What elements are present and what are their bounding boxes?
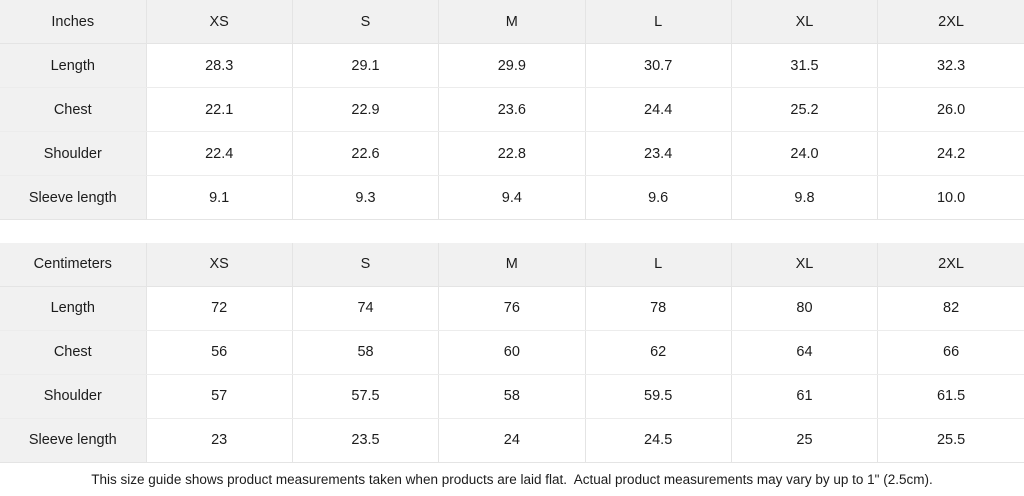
cell-value: 31.5 [731,43,879,88]
cell-value: 22.6 [292,131,440,176]
header-row: Inches XS S M L XL 2XL [0,0,1024,44]
size-header-xs: XS [146,0,293,44]
cell-value: 82 [877,286,1024,331]
cell-value: 32.3 [877,43,1024,88]
table-row: Length 28.3 29.1 29.9 30.7 31.5 32.3 [0,43,1024,88]
cell-value: 76 [438,286,586,331]
cell-value: 22.4 [146,131,293,176]
table-row: Chest 56 58 60 62 64 66 [0,330,1024,375]
cell-value: 23.5 [292,418,440,463]
table-body-centimeters: Length 72 74 76 78 80 82 Chest 56 58 60 … [0,286,1024,463]
size-header-xs: XS [146,242,293,287]
cell-value: 59.5 [585,374,732,419]
cell-value: 22.8 [438,131,586,176]
table-row: Sleeve length 23 23.5 24 24.5 25 25.5 [0,418,1024,463]
cell-value: 29.1 [292,43,440,88]
cell-value: 9.4 [438,175,586,220]
cell-value: 24.5 [585,418,732,463]
table-row: Sleeve length 9.1 9.3 9.4 9.6 9.8 10.0 [0,175,1024,220]
cell-value: 66 [877,330,1024,375]
cell-value: 30.7 [585,43,732,88]
cell-value: 24.2 [877,131,1024,176]
table-body-inches: Length 28.3 29.1 29.9 30.7 31.5 32.3 Che… [0,43,1024,220]
cell-value: 23.4 [585,131,732,176]
table-row: Shoulder 57 57.5 58 59.5 61 61.5 [0,374,1024,419]
cell-value: 9.6 [585,175,732,220]
row-label-chest: Chest [0,330,147,375]
table-row: Length 72 74 76 78 80 82 [0,286,1024,331]
cell-value: 9.3 [292,175,440,220]
size-header-2xl: 2XL [877,0,1024,44]
cell-value: 74 [292,286,440,331]
cell-value: 25.2 [731,87,879,132]
cell-value: 60 [438,330,586,375]
size-table-centimeters: Centimeters XS S M L XL 2XL Length 72 74… [0,242,1024,463]
cell-value: 29.9 [438,43,586,88]
cell-value: 22.9 [292,87,440,132]
cell-value: 28.3 [146,43,293,88]
size-header-xl: XL [731,242,879,287]
cell-value: 64 [731,330,879,375]
cell-value: 62 [585,330,732,375]
cell-value: 58 [292,330,440,375]
row-label-shoulder: Shoulder [0,131,147,176]
size-header-m: M [438,242,586,287]
cell-value: 10.0 [877,175,1024,220]
cell-value: 9.1 [146,175,293,220]
size-header-m: M [438,0,586,44]
cell-value: 26.0 [877,87,1024,132]
cell-value: 61 [731,374,879,419]
table-head-inches: Inches XS S M L XL 2XL [0,0,1024,44]
cell-value: 57.5 [292,374,440,419]
cell-value: 58 [438,374,586,419]
cell-value: 24.0 [731,131,879,176]
cell-value: 9.8 [731,175,879,220]
header-row: Centimeters XS S M L XL 2XL [0,242,1024,287]
cell-value: 23.6 [438,87,586,132]
row-label-length: Length [0,286,147,331]
row-label-chest: Chest [0,87,147,132]
row-label-sleeve-length: Sleeve length [0,418,147,463]
size-header-l: L [585,0,732,44]
cell-value: 24 [438,418,586,463]
cell-value: 61.5 [877,374,1024,419]
size-header-s: S [292,0,440,44]
size-header-l: L [585,242,732,287]
cell-value: 24.4 [585,87,732,132]
row-label-shoulder: Shoulder [0,374,147,419]
unit-header-inches: Inches [0,0,147,44]
row-label-sleeve-length: Sleeve length [0,175,147,220]
cell-value: 22.1 [146,87,293,132]
table-separator-gap [0,220,1024,243]
size-header-xl: XL [731,0,879,44]
cell-value: 80 [731,286,879,331]
cell-value: 23 [146,418,293,463]
size-header-s: S [292,242,440,287]
cell-value: 56 [146,330,293,375]
cell-value: 25.5 [877,418,1024,463]
cell-value: 72 [146,286,293,331]
row-label-length: Length [0,43,147,88]
unit-header-centimeters: Centimeters [0,242,147,287]
cell-value: 25 [731,418,879,463]
table-row: Shoulder 22.4 22.6 22.8 23.4 24.0 24.2 [0,131,1024,176]
table-head-centimeters: Centimeters XS S M L XL 2XL [0,242,1024,287]
size-guide-disclaimer: This size guide shows product measuremen… [0,462,1024,496]
size-table-inches: Inches XS S M L XL 2XL Length 28.3 29.1 … [0,0,1024,220]
table-row: Chest 22.1 22.9 23.6 24.4 25.2 26.0 [0,87,1024,132]
cell-value: 78 [585,286,732,331]
size-header-2xl: 2XL [877,242,1024,287]
cell-value: 57 [146,374,293,419]
